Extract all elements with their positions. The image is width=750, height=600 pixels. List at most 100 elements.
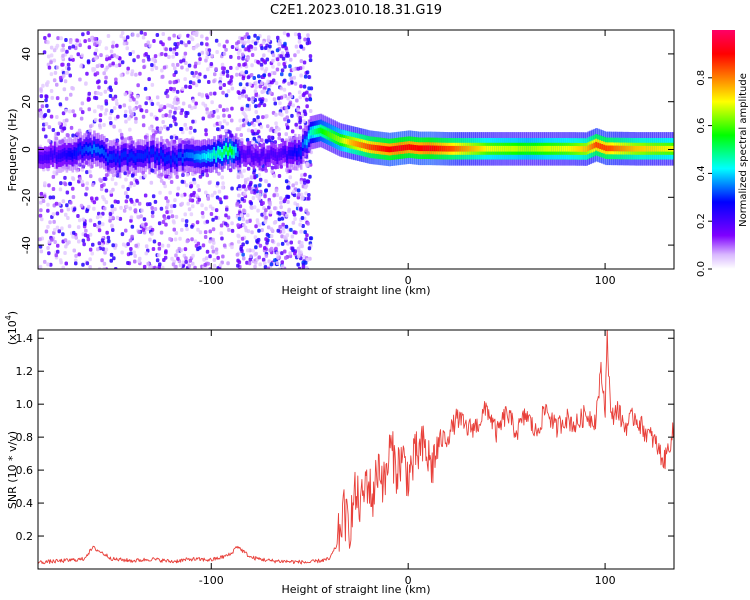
heatmap-trace-cell (254, 152, 258, 158)
heatmap-cell (237, 260, 242, 265)
heatmap-cell (244, 107, 249, 112)
heatmap-cell (220, 236, 224, 241)
heatmap-cell (81, 110, 85, 115)
heatmap-cell (239, 247, 243, 251)
heatmap-cell (274, 112, 278, 117)
heatmap-cell (244, 94, 249, 99)
heatmap-trace-cell (514, 145, 518, 152)
heatmap-cell (247, 35, 251, 40)
heatmap-cell (225, 107, 229, 112)
heatmap-cell (101, 195, 105, 199)
heatmap-cell (93, 223, 97, 227)
heatmap-trace-cell (114, 156, 118, 163)
heatmap-cell (78, 218, 82, 223)
heatmap-cell (139, 108, 144, 113)
heatmap-cell (99, 106, 104, 111)
heatmap-cell (198, 57, 202, 62)
heatmap-cell (182, 55, 186, 60)
heatmap-cell (300, 173, 304, 178)
heatmap-cell (273, 258, 277, 263)
heatmap-cell (256, 208, 260, 213)
heatmap-cell (133, 259, 137, 264)
heatmap-trace-cell (278, 151, 281, 158)
heatmap-cell (289, 94, 293, 99)
heatmap-cell (141, 35, 146, 40)
heatmap-trace-cell (518, 145, 521, 152)
heatmap-cell (61, 62, 65, 67)
heatmap-trace-cell (553, 145, 557, 152)
heatmap-cell (294, 44, 299, 49)
heatmap-cell (293, 32, 298, 37)
heatmap-cell (62, 73, 66, 78)
heatmap-cell (200, 34, 204, 39)
heatmap-cell (99, 53, 103, 58)
heatmap-cell (183, 77, 187, 82)
heatmap-cell (292, 193, 297, 198)
heatmap-cell (179, 127, 183, 131)
heatmap-cell (241, 252, 245, 257)
heatmap-cell (124, 199, 129, 204)
heatmap-cell (222, 243, 227, 248)
heatmap-cell (93, 36, 97, 41)
heatmap-cell (207, 48, 212, 53)
heatmap-cell (301, 224, 305, 228)
heatmap-trace-cell (441, 145, 445, 152)
heatmap-trace-cell (323, 129, 327, 136)
heatmap-cell (39, 191, 44, 196)
heatmap-trace-cell (583, 146, 586, 152)
heatmap-cell (210, 245, 215, 250)
heatmap-cell (282, 87, 287, 92)
heatmap-cell (125, 46, 129, 51)
heatmap-trace-cell (59, 153, 63, 159)
heatmap-cell (230, 228, 235, 233)
heatmap-trace-cell (571, 146, 575, 152)
heatmap-cell (214, 247, 219, 252)
heatmap-cell (57, 229, 61, 234)
heatmap-cell (189, 184, 194, 188)
heatmap-trace-cell (144, 152, 147, 159)
heatmap-cell (188, 80, 193, 85)
heatmap-trace-cell (359, 141, 362, 148)
heatmap-cell (113, 207, 117, 212)
heatmap-cell (159, 230, 164, 235)
heatmap-trace-cell (461, 145, 464, 152)
heatmap-cell (274, 188, 279, 193)
heatmap-cell (256, 36, 260, 41)
heatmap-cell (280, 264, 285, 269)
heatmap-cell (246, 39, 251, 44)
heatmap-cell (263, 246, 267, 250)
heatmap-cell (193, 239, 198, 244)
heatmap-cell (260, 99, 264, 104)
heatmap-cell (296, 188, 301, 193)
heatmap-trace-cell (483, 145, 486, 152)
heatmap-cell (272, 71, 277, 76)
heatmap-trace-cell (63, 150, 67, 157)
heatmap-cell (184, 256, 188, 261)
heatmap-cell (128, 52, 132, 56)
heatmap-cell (129, 218, 133, 223)
heatmap-trace-cell (559, 145, 563, 152)
heatmap-cell (153, 207, 158, 211)
heatmap-cell (158, 262, 162, 267)
heatmap-cell (211, 206, 215, 211)
heatmap-trace-cell (116, 153, 120, 160)
heatmap-cell (303, 230, 307, 235)
heatmap-trace-cell (520, 145, 523, 152)
heatmap-cell (221, 254, 225, 259)
heatmap-cell (58, 75, 63, 80)
heatmap-cell (271, 78, 276, 83)
heatmap-cell (88, 257, 92, 262)
heatmap-trace-cell (404, 144, 407, 151)
heatmap-trace-cell (614, 145, 618, 152)
heatmap-cell (253, 33, 257, 38)
heatmap-cell (172, 227, 176, 232)
heatmap-cell (267, 83, 272, 88)
heatmap-cell (283, 41, 287, 46)
heatmap-cell (189, 126, 193, 130)
heatmap-cell (191, 204, 195, 209)
heatmap-cell (214, 67, 218, 71)
heatmap-cell (126, 35, 130, 40)
heatmap-cell (43, 181, 47, 186)
heatmap-trace-cell (61, 152, 65, 158)
heatmap-cell (90, 251, 94, 256)
